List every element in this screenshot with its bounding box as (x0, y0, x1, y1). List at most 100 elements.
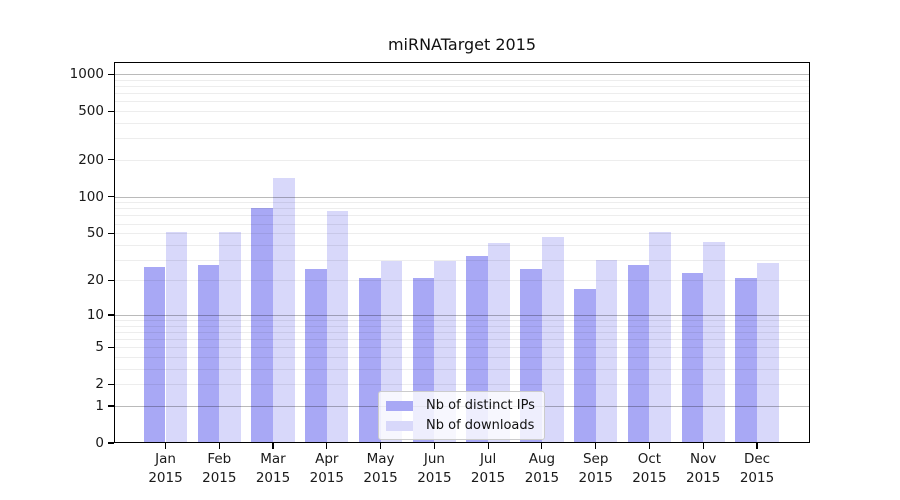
x-tick-mark-oct (648, 443, 650, 449)
y-tick-label-2: 2 (95, 376, 104, 393)
gridline-minor-60 (114, 223, 810, 225)
gridline-minor-900 (114, 79, 810, 81)
gridline-minor-40 (114, 244, 810, 246)
bar-downloads-nov (703, 242, 725, 443)
gridline-minor-6 (114, 339, 810, 341)
y-tick-label-100: 100 (78, 188, 104, 205)
legend-swatch-distinct-ips (386, 400, 413, 411)
y-tick-label-200: 200 (78, 151, 104, 168)
bar-distinct-ips-apr (305, 269, 327, 443)
x-tick-mark-aug (541, 443, 543, 449)
y-tick-mark-200 (108, 159, 114, 161)
y-tick-label-500: 500 (78, 103, 104, 120)
x-tick-mark-sep (595, 443, 597, 449)
gridline-minor-5 (114, 347, 810, 349)
y-tick-label-1000: 1000 (69, 66, 104, 83)
y-tick-label-50: 50 (86, 225, 104, 242)
gridline-minor-50 (114, 233, 810, 235)
bar-downloads-mar (273, 177, 295, 443)
x-tick-label-dec: Dec 2015 (739, 451, 775, 486)
gridline-minor-7 (114, 332, 810, 333)
y-tick-label-0: 0 (95, 435, 104, 451)
bar-downloads-apr (326, 211, 349, 443)
legend-item-distinct-ips: Nb of distinct IPs (386, 398, 535, 413)
gridline-minor-30 (114, 259, 810, 261)
bar-downloads-feb (219, 232, 241, 443)
gridline-minor-500 (114, 111, 810, 113)
gridline-major-10 (114, 315, 810, 316)
gridline-minor-200 (114, 159, 810, 161)
gridline-minor-600 (114, 101, 810, 103)
gridline-major-100 (114, 196, 810, 198)
x-tick-label-nov: Nov 2015 (686, 451, 721, 486)
gridline-minor-70 (114, 215, 810, 217)
x-tick-label-sep: Sep 2015 (578, 451, 613, 486)
bar-distinct-ips-may (358, 277, 381, 443)
x-tick-label-apr: Apr 2015 (309, 451, 344, 486)
gridline-minor-9 (114, 320, 810, 322)
x-tick-label-may: May 2015 (363, 451, 398, 486)
x-tick-label-oct: Oct 2015 (632, 451, 667, 486)
x-tick-label-jun: Jun 2015 (417, 451, 452, 486)
gridline-minor-8 (114, 325, 810, 327)
gridline-minor-300 (114, 138, 810, 140)
gridline-minor-800 (114, 86, 810, 87)
legend-swatch-downloads (386, 420, 413, 431)
bar-distinct-ips-feb (197, 265, 220, 443)
x-tick-mark-nov (702, 443, 704, 449)
x-tick-mark-apr (326, 443, 328, 449)
gridline-minor-90 (114, 202, 810, 204)
y-tick-label-5: 5 (95, 339, 104, 356)
x-tick-mark-dec (756, 443, 758, 449)
gridline-minor-3 (114, 369, 810, 370)
y-tick-mark-20 (108, 279, 114, 281)
y-tick-mark-5 (108, 346, 114, 348)
gridline-minor-400 (114, 123, 810, 124)
y-tick-label-10: 10 (86, 307, 104, 323)
bar-distinct-ips-dec (735, 277, 757, 443)
gridline-major-1000 (114, 74, 810, 76)
y-tick-mark-500 (108, 110, 114, 112)
x-tick-mark-jan (164, 443, 167, 449)
bar-distinct-ips-nov (681, 273, 704, 443)
y-tick-mark-50 (108, 232, 114, 234)
gridline-minor-700 (114, 93, 810, 95)
bar-downloads-jan (165, 232, 188, 443)
bar-downloads-oct (649, 232, 672, 443)
y-tick-mark-10 (108, 314, 114, 316)
bar-downloads-dec (756, 263, 779, 443)
x-tick-mark-feb (218, 443, 220, 449)
gridline-minor-2 (114, 384, 810, 386)
gridline-minor-80 (114, 208, 810, 210)
x-tick-mark-jun (433, 443, 435, 449)
bar-downloads-aug (541, 237, 564, 443)
y-tick-label-1: 1 (95, 398, 104, 414)
bar-distinct-ips-sep (573, 288, 596, 443)
legend-item-downloads: Nb of downloads (386, 418, 535, 433)
x-tick-mark-mar (272, 443, 274, 449)
y-tick-mark-1000 (108, 73, 114, 75)
y-tick-mark-0 (108, 442, 114, 444)
bar-distinct-ips-oct (627, 265, 650, 443)
gridline-minor-4 (114, 357, 810, 359)
x-tick-label-mar: Mar 2015 (255, 451, 291, 486)
y-tick-label-20: 20 (86, 272, 104, 289)
bar-distinct-ips-mar (251, 208, 274, 443)
x-tick-label-feb: Feb 2015 (202, 451, 237, 486)
y-tick-mark-1 (108, 405, 114, 407)
gridline-minor-20 (114, 280, 810, 282)
plot-area (114, 62, 810, 443)
x-tick-label-jul: Jul 2015 (470, 451, 506, 486)
chart-title: miRNATarget 2015 (387, 35, 537, 54)
x-tick-mark-jul (487, 443, 489, 449)
x-tick-label-aug: Aug 2015 (524, 451, 560, 486)
legend-label-downloads: Nb of downloads (426, 418, 535, 433)
x-tick-mark-may (380, 443, 382, 449)
bar-distinct-ips-jan (143, 267, 166, 443)
grid-layer (114, 62, 810, 443)
bar-downloads-sep (595, 259, 618, 443)
y-tick-mark-2 (108, 383, 114, 385)
legend-label-distinct-ips: Nb of distinct IPs (426, 398, 535, 413)
legend: Nb of distinct IPs Nb of downloads (378, 391, 545, 440)
